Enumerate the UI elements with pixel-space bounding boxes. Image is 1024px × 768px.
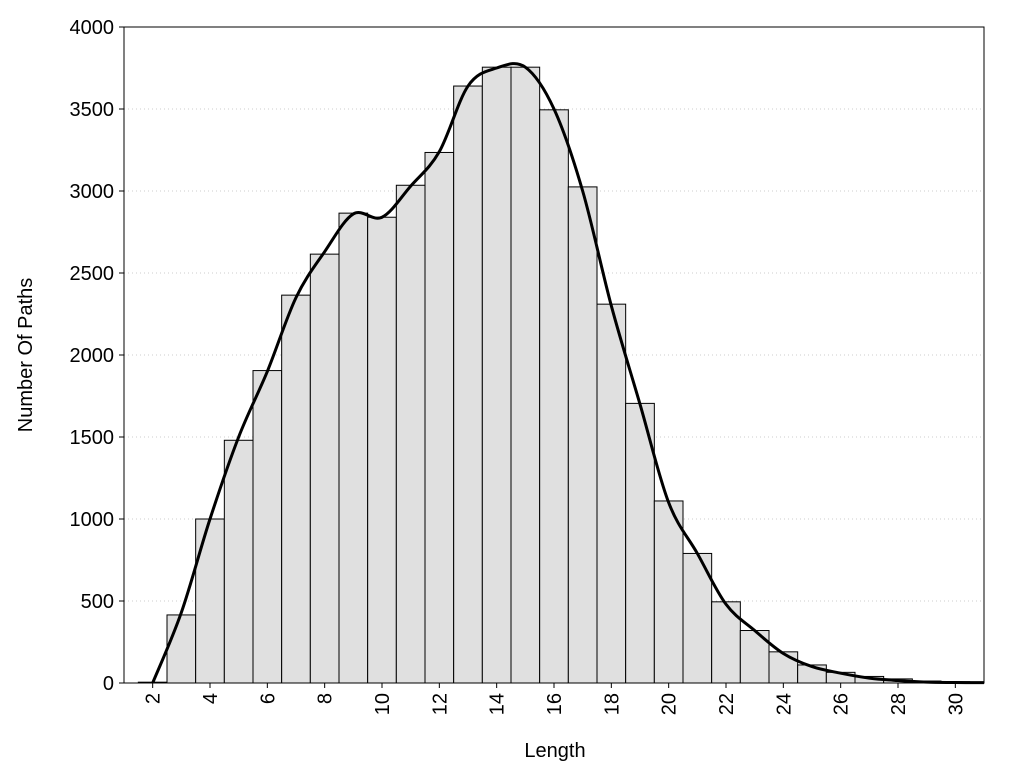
x-tick-label: 10: [372, 693, 394, 715]
y-tick-label: 4000: [70, 17, 115, 39]
y-tick-label: 3000: [70, 181, 115, 203]
y-tick-label: 1500: [70, 427, 115, 449]
x-tick-label: 22: [716, 693, 738, 715]
bar: [338, 212, 369, 684]
x-tick-label: 30: [945, 693, 967, 715]
bar: [424, 151, 455, 684]
x-tick-label: 24: [773, 693, 795, 715]
x-tick-label: 2: [143, 693, 165, 704]
y-tick-label: 2500: [70, 263, 115, 285]
bar: [453, 85, 483, 684]
bar: [252, 370, 283, 684]
bar: [539, 109, 569, 684]
x-tick-label: 6: [257, 693, 279, 704]
x-tick-label: 12: [429, 693, 451, 715]
x-tick-label: 28: [888, 693, 910, 715]
x-tick-label: 18: [601, 693, 623, 715]
bar: [625, 402, 655, 684]
x-tick-label: 8: [315, 693, 337, 704]
bar: [309, 253, 340, 684]
bar: [195, 518, 225, 684]
bar: [223, 439, 254, 684]
x-tick-label: 26: [831, 693, 853, 715]
y-tick-label: 1000: [70, 509, 115, 531]
curve-layer: [151, 62, 985, 685]
y-axis-label: Number Of Paths: [15, 278, 37, 433]
x-axis-label: Length: [524, 740, 585, 762]
y-tick-label: 500: [81, 591, 114, 613]
y-tick-label: 0: [103, 673, 114, 695]
y-tick-label: 2000: [70, 345, 115, 367]
bar: [281, 294, 311, 684]
bars: [137, 66, 971, 684]
y-tick-label: 3500: [70, 99, 115, 121]
x-tick-label: 14: [487, 693, 509, 715]
bar: [653, 500, 684, 684]
bar: [510, 66, 541, 684]
x-tick-label: 16: [544, 693, 566, 715]
x-tick-label: 4: [200, 693, 222, 704]
bar: [768, 651, 799, 684]
bar: [395, 184, 426, 684]
bar: [481, 66, 512, 684]
bar: [567, 186, 598, 684]
x-tick-label: 20: [659, 693, 681, 715]
bar: [166, 614, 197, 684]
bar: [596, 303, 627, 684]
bar: [367, 216, 397, 684]
density-curve: [151, 62, 985, 685]
